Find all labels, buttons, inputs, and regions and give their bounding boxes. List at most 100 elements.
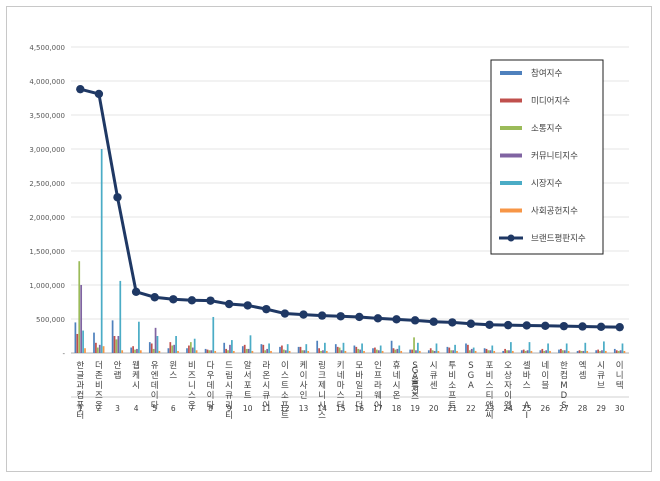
rank-label-3: 3 bbox=[115, 404, 120, 413]
legend-label-소통지수: 소통지수 bbox=[531, 124, 562, 134]
bar-미디어지수-30 bbox=[615, 350, 618, 353]
bar-미디어지수-6 bbox=[169, 342, 172, 353]
y-tick-label: 500,000 bbox=[36, 316, 65, 324]
bar-미디어지수-10 bbox=[243, 344, 246, 353]
bar-커뮤니티지수-29 bbox=[601, 350, 603, 353]
bar-시장지수-17 bbox=[379, 345, 382, 353]
bar-미디어지수-8 bbox=[206, 349, 209, 353]
brand-index-point-8 bbox=[206, 296, 215, 305]
brand-index-point-14 bbox=[317, 311, 327, 320]
bar-시장지수-1 bbox=[82, 330, 84, 353]
brand-index-point-21 bbox=[448, 318, 457, 327]
bar-미디어지수-13 bbox=[299, 346, 302, 353]
bar-사회공헌지수-3 bbox=[121, 350, 124, 353]
bar-커뮤니티지수-9 bbox=[229, 344, 231, 353]
brand-index-point-12 bbox=[280, 309, 290, 318]
bar-참여지수-25 bbox=[520, 350, 523, 353]
brand-index-point-27 bbox=[559, 321, 569, 331]
bar-사회공헌지수-25 bbox=[530, 350, 533, 353]
brand-index-point-11 bbox=[262, 304, 271, 314]
legend-swatch-커뮤니티지수 bbox=[500, 153, 522, 158]
bar-시장지수-3 bbox=[119, 280, 122, 353]
bar-소통지수-29 bbox=[599, 350, 601, 353]
rank-label-29: 29 bbox=[596, 404, 606, 413]
bar-참여지수-23 bbox=[483, 348, 486, 353]
rank-label-1: 1 bbox=[78, 404, 83, 413]
legend-label-브랜드평판지수: 브랜드평판지수 bbox=[531, 233, 586, 244]
bar-커뮤니티지수-15 bbox=[340, 350, 343, 353]
brand-index-point-26 bbox=[541, 321, 550, 330]
bar-시장지수-20 bbox=[435, 343, 438, 353]
bar-참여지수-26 bbox=[539, 350, 542, 353]
y-tick-label: 2,500,000 bbox=[29, 180, 65, 188]
brand-index-point-19 bbox=[410, 316, 420, 325]
bar-커뮤니티지수-17 bbox=[377, 350, 380, 353]
brand-index-point-29 bbox=[596, 322, 606, 332]
bar-사회공헌지수-4 bbox=[139, 350, 142, 353]
bar-참여지수-17 bbox=[372, 348, 374, 353]
bar-참여지수-3 bbox=[111, 320, 114, 353]
bar-미디어지수-25 bbox=[522, 349, 525, 353]
bar-참여지수-7 bbox=[186, 348, 188, 353]
gridlines bbox=[71, 46, 629, 354]
bar-커뮤니티지수-3 bbox=[117, 336, 120, 353]
rank-label-15: 15 bbox=[336, 404, 346, 413]
brand-index-point-7 bbox=[187, 296, 197, 305]
bar-참여지수-24 bbox=[502, 350, 505, 353]
bar-참여지수-27 bbox=[558, 349, 560, 353]
bar-커뮤니티지수-27 bbox=[563, 350, 566, 353]
bar-커뮤니티지수-8 bbox=[210, 350, 213, 353]
bar-시장지수-23 bbox=[491, 345, 494, 353]
rank-label-13: 13 bbox=[299, 404, 309, 413]
brand-index-point-20 bbox=[429, 317, 438, 326]
bar-사회공헌지수-26 bbox=[549, 350, 551, 353]
brand-index-point-17 bbox=[373, 314, 383, 323]
bar-미디어지수-3 bbox=[113, 336, 116, 353]
bar-소통지수-6 bbox=[171, 345, 174, 353]
bar-사회공헌지수-13 bbox=[307, 350, 310, 353]
y-tick-label: - bbox=[62, 350, 65, 358]
y-tick-label: 3,500,000 bbox=[29, 112, 65, 120]
bar-커뮤니티지수-16 bbox=[359, 349, 362, 353]
bar-소통지수-3 bbox=[115, 339, 118, 353]
bar-시장지수-8 bbox=[212, 316, 215, 353]
bar-시장지수-29 bbox=[603, 341, 605, 353]
bar-참여지수-6 bbox=[167, 348, 170, 353]
bar-사회공헌지수-24 bbox=[511, 350, 514, 353]
bar-커뮤니티지수-28 bbox=[582, 350, 585, 353]
bar-참여지수-10 bbox=[241, 346, 244, 353]
brand-index-point-22 bbox=[466, 319, 476, 328]
bar-시장지수-19 bbox=[417, 342, 419, 353]
bar-시장지수-10 bbox=[249, 335, 252, 353]
brand-index-point-16 bbox=[355, 312, 364, 322]
bar-미디어지수-29 bbox=[597, 349, 599, 353]
bar-참여지수-29 bbox=[595, 350, 598, 353]
brand-index-point-15 bbox=[336, 312, 345, 321]
bar-미디어지수-28 bbox=[578, 350, 581, 353]
bar-참여지수-20 bbox=[427, 350, 430, 353]
bar-사회공헌지수-16 bbox=[363, 350, 365, 353]
bar-참여지수-14 bbox=[316, 340, 319, 353]
bar-시장지수-6 bbox=[175, 336, 177, 353]
y-tick-label: 1,500,000 bbox=[29, 248, 65, 256]
bar-커뮤니티지수-7 bbox=[191, 347, 194, 353]
bar-시장지수-15 bbox=[342, 342, 345, 353]
bar-참여지수-30 bbox=[613, 348, 616, 353]
bar-미디어지수-22 bbox=[467, 344, 469, 353]
bar-시장지수-28 bbox=[584, 342, 587, 353]
bar-커뮤니티지수-25 bbox=[526, 350, 529, 353]
bar-시장지수-4 bbox=[138, 321, 140, 353]
rank-label-20: 20 bbox=[429, 404, 439, 413]
rank-label-4: 4 bbox=[134, 404, 139, 413]
rank-label-14: 14 bbox=[317, 404, 327, 413]
legend-swatch-시장지수 bbox=[500, 181, 522, 185]
bar-사회공헌지수-12 bbox=[288, 350, 291, 353]
bar-소통지수-11 bbox=[264, 350, 267, 353]
bar-사회공헌지수-1 bbox=[84, 348, 86, 353]
